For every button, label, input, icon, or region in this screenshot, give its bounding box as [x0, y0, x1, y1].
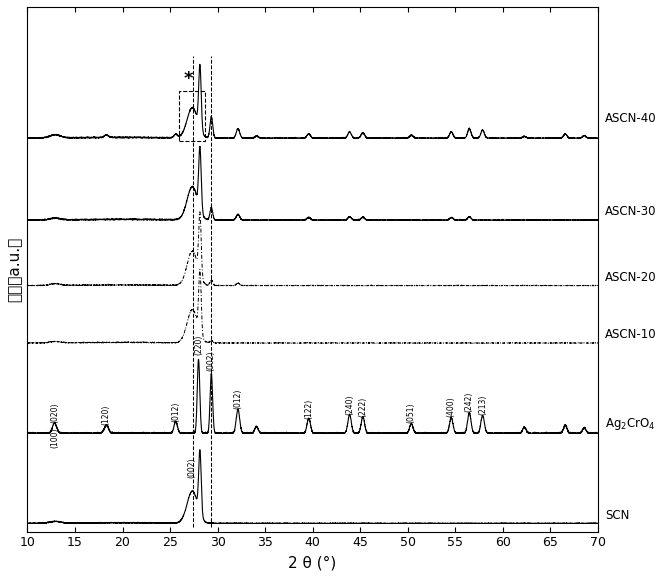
- Bar: [178, 91, 205, 141]
- Text: (002): (002): [188, 457, 197, 478]
- Text: ASCN-30: ASCN-30: [605, 205, 656, 219]
- Text: SCN: SCN: [605, 509, 630, 522]
- Text: (020): (020): [50, 403, 59, 424]
- Text: (400): (400): [447, 396, 455, 417]
- Text: *: *: [184, 70, 193, 88]
- Text: Ag$_2$CrO$_4$: Ag$_2$CrO$_4$: [605, 415, 656, 432]
- Text: ASCN-40: ASCN-40: [605, 112, 657, 125]
- Text: (220): (220): [194, 334, 203, 354]
- Text: (051): (051): [407, 403, 416, 424]
- Text: (222): (222): [359, 396, 367, 417]
- Text: (012): (012): [171, 402, 180, 422]
- Text: (240): (240): [345, 395, 354, 415]
- Text: (100): (100): [50, 428, 60, 448]
- Text: (242): (242): [465, 392, 474, 412]
- X-axis label: 2 θ (°): 2 θ (°): [288, 555, 337, 570]
- Text: (120): (120): [102, 404, 111, 425]
- Text: (002): (002): [207, 350, 216, 371]
- Text: (122): (122): [304, 398, 313, 418]
- Text: ASCN-10: ASCN-10: [605, 328, 657, 342]
- Y-axis label: 强度（a.u.）: 强度（a.u.）: [7, 237, 22, 302]
- Text: ASCN-20: ASCN-20: [605, 271, 657, 284]
- Text: (213): (213): [478, 395, 487, 415]
- Text: (012): (012): [233, 388, 243, 409]
